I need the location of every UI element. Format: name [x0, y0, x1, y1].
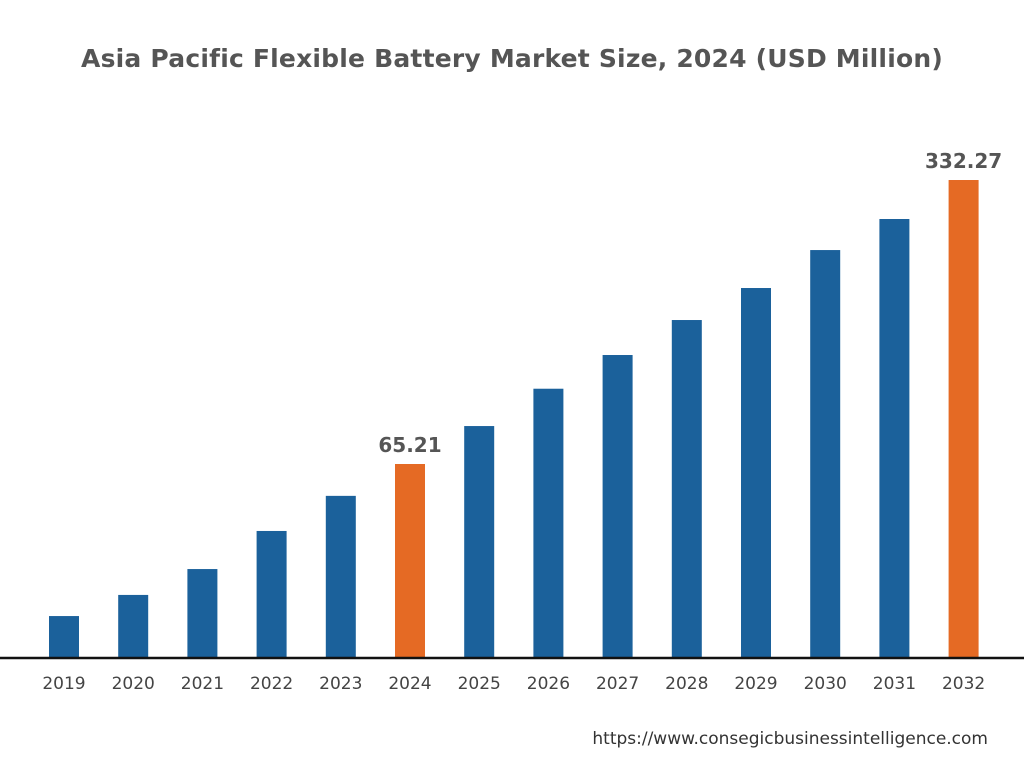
source-url[interactable]: https://www.consegicbusinessintelligence…	[592, 729, 988, 749]
bar-2029	[741, 288, 771, 658]
bar-2025	[464, 426, 495, 658]
x-tick-label: 2028	[665, 674, 708, 694]
bar-2024	[395, 464, 425, 658]
chart-title: Asia Pacific Flexible Battery Market Siz…	[81, 44, 943, 73]
x-tick-label: 2022	[250, 674, 293, 694]
bar-2027	[602, 355, 633, 658]
x-tick-label: 2025	[458, 674, 501, 694]
data-label-2024: 65.21	[378, 433, 441, 457]
data-label-2032: 332.27	[925, 149, 1002, 173]
bar-2026	[533, 388, 564, 658]
bar-2021	[187, 569, 218, 658]
x-tick-label: 2020	[112, 674, 155, 694]
bar-2030	[810, 250, 841, 658]
x-tick-label: 2026	[527, 674, 570, 694]
bar-2022	[256, 530, 287, 658]
x-tick-label: 2031	[873, 674, 916, 694]
x-tick-label: 2032	[942, 674, 985, 694]
x-tick-label: 2027	[596, 674, 639, 694]
bar-2023	[325, 495, 356, 658]
bar-2028	[671, 320, 702, 658]
x-tick-label: 2029	[734, 674, 777, 694]
x-tick-label: 2024	[388, 674, 431, 694]
bar-2020	[118, 594, 149, 658]
bar-2019	[49, 616, 79, 658]
x-tick-label: 2023	[319, 674, 362, 694]
bar-2032	[948, 180, 979, 658]
x-tick-label: 2021	[181, 674, 224, 694]
x-tick-label: 2030	[804, 674, 847, 694]
x-tick-label: 2019	[42, 674, 85, 694]
bar-2031	[879, 219, 910, 658]
